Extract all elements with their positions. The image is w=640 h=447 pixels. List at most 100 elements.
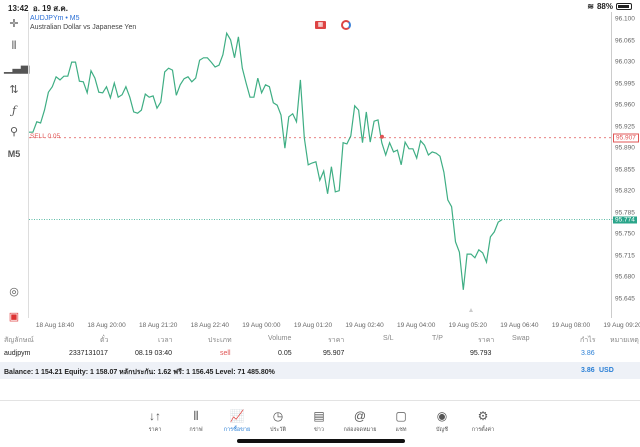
chart-type-icon[interactable]: ⫴ [11, 40, 17, 52]
time-tick-label: 19 Aug 01:20 [293, 322, 333, 329]
time-tick-label: 19 Aug 06:40 [500, 322, 539, 329]
status-bar: 13:42 อ. 19 ส.ค. ≋ 88% [0, 0, 640, 13]
accounts-icon: ◉ [436, 409, 448, 423]
price-tick-label: 95.785 [615, 209, 635, 217]
balance-bar: Balance: 1 154.21 Equity: 1 158.07 หลักป… [0, 362, 640, 379]
col-type: ประเภท [208, 337, 232, 344]
time-tick-label: 19 Aug 09:20 [603, 322, 640, 329]
tab-news[interactable]: ▤ ข่าว [299, 409, 339, 434]
row-profit: 3.86 [581, 350, 595, 357]
indicators-settings-icon[interactable]: ⇅ [9, 84, 19, 96]
row-symbol: audjpym [4, 350, 31, 357]
tab-label: กราฟ [189, 427, 203, 433]
tab-label: แชท [395, 427, 407, 433]
time-tick-label: 18 Aug 22:40 [190, 322, 229, 329]
tab-accounts[interactable]: ◉ บัญชี [422, 409, 462, 434]
tab-label: การซื้อขาย [223, 427, 251, 433]
col-price: ราคา [478, 337, 495, 344]
trade-icon: 📈 [229, 409, 245, 423]
row-open-price: 95.907 [323, 350, 345, 357]
time-axis[interactable]: 18 Aug 18:40 18 Aug 20:00 18 Aug 21:20 18 A… [28, 320, 640, 332]
function-icon[interactable]: ƒ [11, 104, 17, 117]
objects-icon[interactable]: ⚲ [9, 126, 19, 138]
price-tick-label: 95.925 [615, 123, 635, 131]
price-tick-label: 95.715 [615, 252, 635, 260]
price-axis[interactable]: 96.100 96.065 96.030 95.995 95.960 95.925 95.8… [612, 12, 640, 318]
volume-icon[interactable]: ▁▃▅ [4, 62, 30, 74]
tab-label: ข่าว [314, 427, 324, 433]
tab-chart[interactable]: ⫴ กราฟ [176, 409, 216, 434]
status-right: ≋ 88% [587, 2, 632, 11]
chart-canvas [29, 31, 613, 312]
price-tick-label: 95.645 [615, 295, 635, 303]
price-tick-label: 95.995 [615, 80, 635, 88]
price-tick-label: 96.030 [615, 58, 635, 66]
battery-icon [616, 3, 632, 10]
tab-label: ราคา [148, 427, 162, 433]
col-open-price: ราคา [328, 337, 345, 344]
tab-mailbox[interactable]: @ กล่องจดหมาย [340, 409, 380, 434]
tab-quotes[interactable]: ↓↑ ราคา [135, 409, 175, 434]
chart-symbol[interactable]: AUDJPYm • M5 [30, 15, 80, 22]
price-tick-label: 95.960 [615, 101, 635, 109]
sell-entry-marker [380, 134, 384, 139]
crosshair-icon[interactable]: ✛ [9, 18, 19, 30]
bottom-tab-bar: ↓↑ ราคา ⫴ กราฟ 📈 การซื้อขาย ◷ ประวัติ ▤ ข่าว @ กล่อ… [0, 400, 640, 447]
time-tick-label: 19 Aug 00:00 [242, 322, 281, 329]
balance-summary: Balance: 1 154.21 Equity: 1 158.07 หลักป… [4, 369, 275, 376]
col-comment: หมายเหตุ [610, 337, 639, 344]
col-symbol: สัญลักษณ์ [4, 337, 34, 344]
col-sl: S/L [383, 335, 394, 342]
col-volume: Volume [268, 335, 292, 342]
row-volume: 0.05 [278, 350, 292, 357]
price-tick-label: 95.855 [615, 166, 635, 174]
time-tick-label: 18 Aug 20:00 [87, 322, 126, 329]
tab-label: การตั้งค่า [471, 427, 495, 433]
timeframe-button[interactable]: M5 [7, 149, 21, 159]
chart-description: Australian Dollar vs Japanese Yen [30, 24, 137, 31]
tab-settings[interactable]: ⚙ การตั้งค่า [463, 409, 503, 434]
time-tick-label: 18 Aug 21:20 [139, 322, 178, 329]
timer-icon[interactable] [341, 20, 351, 30]
time-tick-label: 19 Aug 08:00 [551, 322, 591, 329]
wifi-icon: ≋ [587, 2, 594, 11]
battery-percent: 88% [596, 2, 613, 11]
tab-history[interactable]: ◷ ประวัติ [258, 409, 298, 434]
row-type: sell [220, 350, 231, 357]
col-swap: Swap [512, 335, 530, 342]
settings-icon: ⚙ [477, 409, 489, 423]
chart-toolbar: ✛ ⫴ ▁▃▅ ⇅ ƒ ⚲ M5 ◎ ▣ [0, 12, 30, 323]
tab-label: กล่องจดหมาย [343, 427, 377, 433]
price-line [29, 31, 503, 290]
trade-panel-icon[interactable]: ▦ [315, 21, 326, 29]
history-icon: ◷ [272, 409, 284, 423]
time-tick-label: 19 Aug 05:20 [448, 322, 487, 329]
currency: USD [599, 367, 614, 374]
row-ticket: 2337131017 [69, 350, 108, 357]
chart-icon: ⫴ [193, 409, 199, 423]
sell-price-tag: 95.907 [613, 133, 639, 143]
scroll-marker-icon [469, 308, 473, 312]
tab-chat[interactable]: ▢ แชท [381, 409, 421, 434]
row-time: 08.19 03:40 [135, 350, 172, 357]
price-tick-label: 96.100 [615, 15, 635, 23]
trade-signal-icon[interactable]: ◎ [9, 286, 19, 298]
price-tick-label: 95.890 [615, 144, 635, 152]
one-click-trading-icon[interactable]: ▣ [8, 311, 20, 323]
time-tick-label: 18 Aug 18:40 [35, 322, 75, 329]
col-profit: กำไร [580, 337, 596, 344]
price-tick-label: 95.680 [615, 273, 635, 281]
price-tick-label: 95.820 [615, 187, 635, 195]
quotes-icon: ↓↑ [149, 409, 161, 423]
price-tick-label: 96.065 [615, 37, 635, 45]
col-time: เวลา [158, 337, 173, 344]
price-chart[interactable] [28, 12, 613, 318]
col-tp: T/P [432, 335, 443, 342]
tab-trade[interactable]: 📈 การซื้อขาย [217, 409, 257, 434]
current-price-tag: 95.774 [613, 216, 637, 224]
col-ticket: ตั๋ว [100, 337, 109, 344]
home-indicator [237, 439, 405, 443]
total-profit: 3.86 [581, 367, 595, 374]
sell-order-label[interactable]: SELL 0.05 [30, 132, 61, 140]
news-icon: ▤ [313, 409, 325, 423]
